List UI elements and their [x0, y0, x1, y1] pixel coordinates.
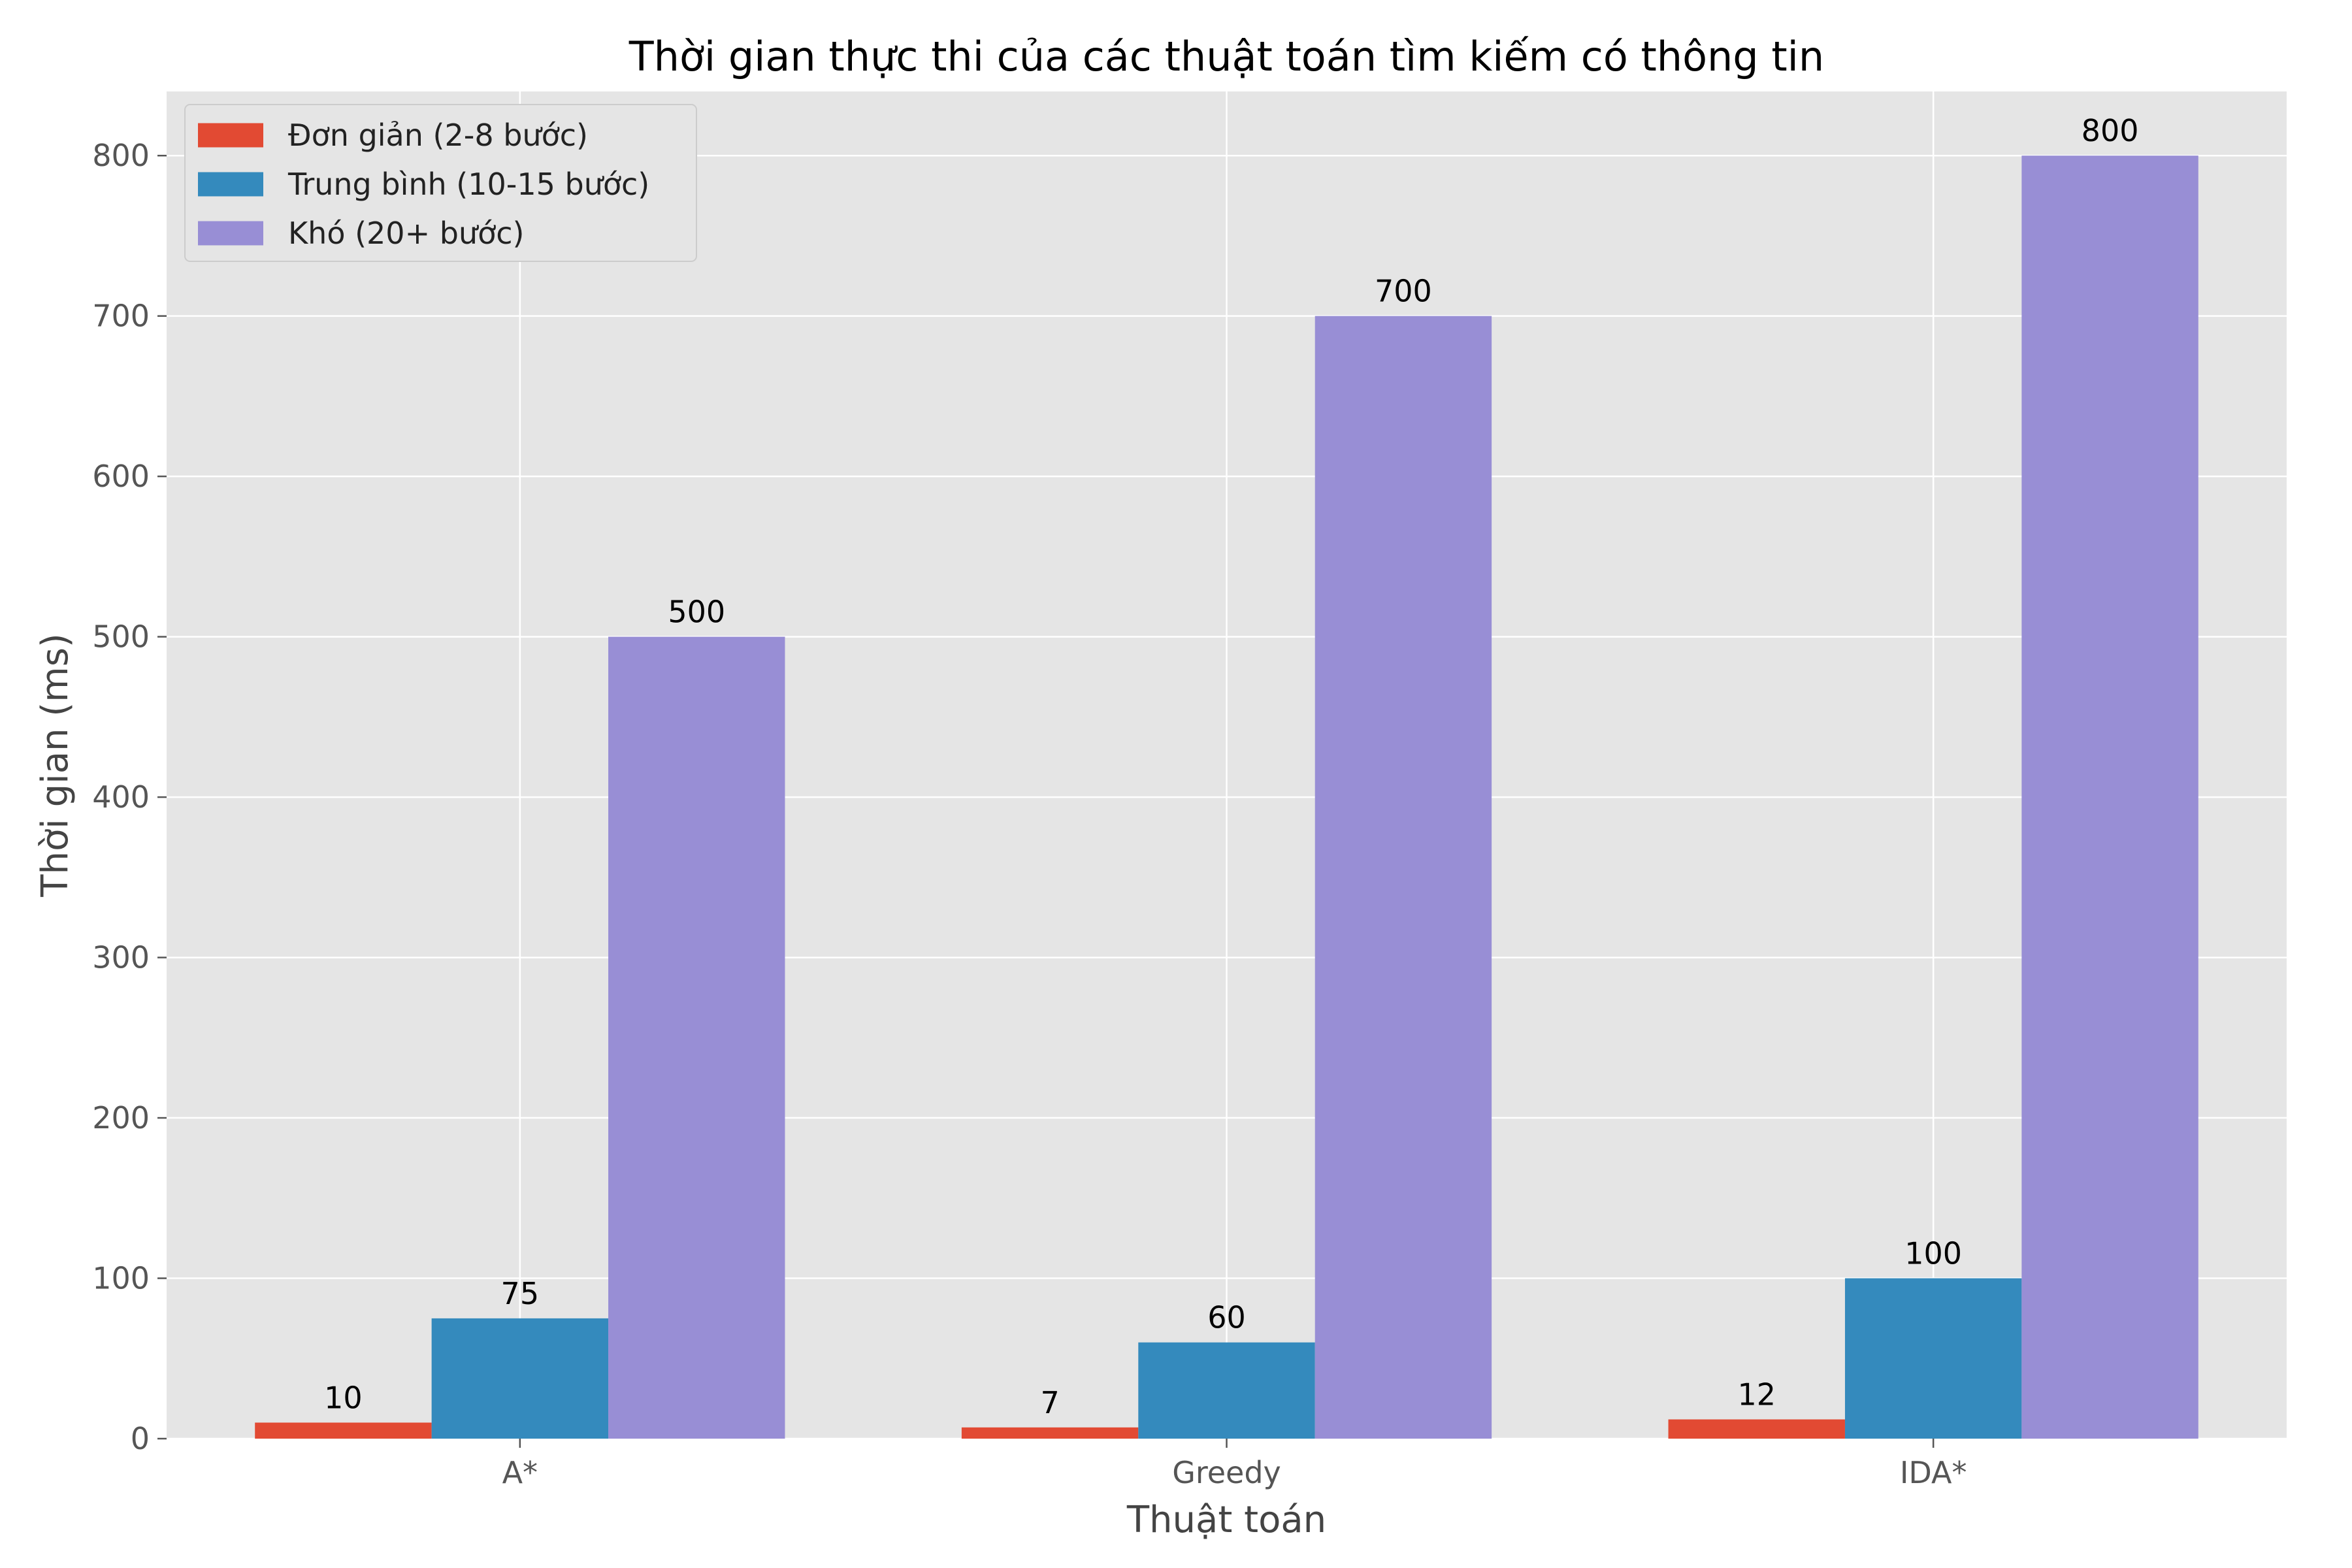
y-axis-ticks: 0 100 200 300 400 500 600 700 800 — [92, 138, 167, 1456]
bar — [1138, 1342, 1315, 1439]
legend-swatch — [198, 221, 263, 246]
legend-swatch — [198, 172, 263, 197]
bar-value-label: 10 — [324, 1380, 363, 1415]
y-tick-label: 500 — [92, 619, 150, 655]
bar — [431, 1318, 609, 1439]
y-tick-label: 800 — [92, 138, 150, 173]
y-tick-label: 100 — [92, 1261, 150, 1296]
data-labels-group: 10 7 12 75 60 100 500 700 800 — [324, 113, 2138, 1420]
y-tick-label: 700 — [92, 299, 150, 334]
legend-frame — [184, 104, 697, 262]
bar — [1844, 1278, 2022, 1439]
x-tick-label: Greedy — [1172, 1455, 1281, 1490]
x-axis-label: Thuật toán — [1126, 1499, 1326, 1541]
x-tick-label: IDA* — [1900, 1455, 1967, 1490]
legend-label: Trung bình (10-15 bước) — [287, 167, 649, 202]
legend: Đơn giản (2-8 bước) Trung bình (10-15 bướ… — [184, 104, 697, 262]
y-axis-label: Thời gian (ms) — [34, 633, 76, 897]
y-tick-label: 300 — [92, 940, 150, 975]
bar-value-label: 60 — [1207, 1300, 1246, 1335]
bar-value-label: 7 — [1040, 1385, 1059, 1420]
bar-value-label: 700 — [1375, 274, 1432, 309]
bar — [1668, 1419, 1845, 1439]
bars-group — [255, 155, 2198, 1439]
bar — [608, 636, 785, 1439]
bar-value-label: 500 — [668, 595, 725, 630]
bar — [255, 1422, 432, 1439]
y-tick-label: 0 — [131, 1421, 150, 1456]
x-axis-ticks: A* Greedy IDA* — [502, 1439, 1967, 1490]
legend-label: Đơn giản (2-8 bước) — [288, 118, 588, 153]
bar — [2021, 155, 2198, 1439]
legend-label: Khó (20+ bước) — [288, 216, 524, 251]
bar-value-label: 75 — [501, 1276, 540, 1311]
x-tick-label: A* — [502, 1455, 538, 1490]
bar — [1315, 316, 1492, 1439]
bar-value-label: 100 — [1904, 1236, 1962, 1271]
y-tick-label: 200 — [92, 1100, 150, 1135]
y-tick-label: 600 — [92, 459, 150, 494]
bar-value-label: 800 — [2082, 113, 2139, 148]
bar — [961, 1427, 1139, 1439]
bar-value-label: 12 — [1737, 1377, 1776, 1413]
legend-swatch — [198, 123, 263, 148]
y-tick-label: 400 — [92, 779, 150, 815]
chart-title: Thời gian thực thi của các thuật toán tì… — [629, 33, 1824, 80]
